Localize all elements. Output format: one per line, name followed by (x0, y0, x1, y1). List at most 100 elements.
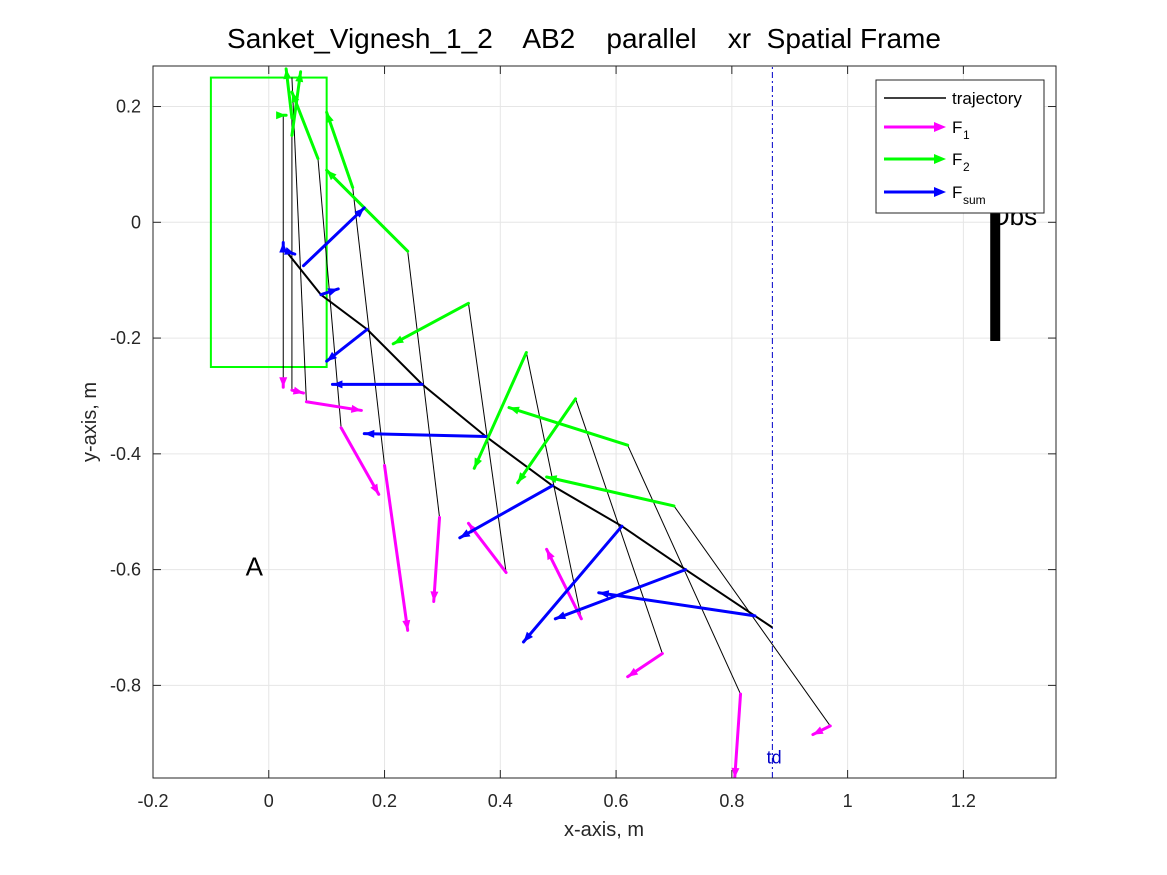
legend-item: trajectory (884, 89, 1022, 108)
legend-label: F (952, 150, 962, 169)
trajectory-line (285, 250, 773, 629)
fsum-arrow (319, 287, 340, 297)
f1-arrow-head (430, 591, 439, 602)
legend-subscript: sum (963, 193, 986, 207)
f1-arrow (339, 426, 381, 496)
legend-subscript: 2 (963, 160, 970, 174)
annotation-a: A (246, 551, 264, 581)
f1-arrow-head (546, 549, 555, 561)
f2-arrow-head (546, 475, 558, 484)
fsum-arrow (458, 484, 554, 540)
f2-arrow-head (517, 472, 527, 483)
f1-arrow-head (627, 667, 639, 677)
f1-arrow-head (279, 377, 288, 388)
y-axis-label: y-axis, m (79, 382, 101, 462)
f2-arrow-shaft (325, 168, 410, 253)
f1-arrow-head (350, 404, 362, 413)
f2-arrow (276, 111, 288, 120)
f2-arrow-shaft (545, 475, 676, 508)
f2-arrow-head (276, 111, 287, 120)
f1-arrow-shaft (432, 516, 442, 603)
fsum-arrow-head (555, 611, 567, 620)
fsum-arrow-head (459, 529, 471, 538)
f2-arrow-shaft (507, 406, 630, 447)
f1-arrow (811, 724, 832, 737)
legend-label: F (952, 183, 962, 202)
grid-lines (152, 66, 1056, 778)
f2-arrow-head (295, 71, 304, 83)
f1-arrow (290, 386, 305, 395)
legend-subscript: 1 (963, 128, 970, 142)
f2-arrow (290, 90, 320, 161)
f2-arrow (472, 351, 528, 470)
y-tick-label: -0.2 (110, 328, 141, 348)
y-tick-label: -0.4 (110, 444, 141, 464)
x-tick-label: 0.2 (372, 791, 397, 811)
f1-arrow-head (292, 386, 304, 395)
f1-arrow (626, 652, 664, 679)
fsum-arrow-shaft (302, 206, 366, 268)
f2-arrow-head (508, 406, 520, 415)
f2-arrow (283, 67, 294, 120)
thin-segment (352, 187, 386, 466)
legend-label: trajectory (952, 89, 1022, 108)
fsum-arrow (553, 568, 688, 621)
x-tick-label: -0.2 (137, 791, 168, 811)
fsum-arrow (362, 429, 488, 438)
legend-label: F (952, 118, 962, 137)
f1-arrow (279, 377, 288, 389)
f2-arrow-head (326, 170, 337, 181)
fsum-arrow-shaft (597, 591, 757, 618)
f2-arrow-head (283, 68, 292, 80)
f1-arrow (545, 547, 583, 621)
f1-arrow (731, 692, 743, 778)
plot-layer (209, 66, 1001, 778)
f2-arrow (325, 110, 355, 190)
x-tick-label: 0 (264, 791, 274, 811)
x-tick-label: 0.4 (488, 791, 513, 811)
fsum-arrow-shaft (553, 568, 688, 621)
f2-arrow-head (291, 92, 300, 103)
fsum-arrow (330, 380, 424, 389)
x-tick-label: 0.6 (604, 791, 629, 811)
f2-arrow (545, 475, 676, 508)
f2-arrow (325, 168, 410, 253)
f2-arrow-head (326, 112, 334, 124)
f1-arrow-head (812, 726, 824, 735)
fsum-arrow (325, 327, 369, 363)
f1-arrow-head (731, 767, 740, 778)
thin-segment (291, 77, 307, 402)
f2-arrow-shaft (391, 301, 470, 346)
fsum-arrow (597, 590, 757, 618)
td-annotation: td (767, 748, 782, 768)
region-box (209, 76, 328, 369)
f2-arrow-shaft (290, 90, 320, 161)
f2-arrow (391, 301, 470, 346)
fsum-arrow-head (332, 380, 343, 389)
x-tick-label: 1.2 (951, 791, 976, 811)
fsum-arrow-shaft (521, 524, 624, 644)
fsum-arrow (302, 206, 366, 268)
y-tick-label: -0.8 (110, 675, 141, 695)
f1-arrow (304, 400, 363, 413)
fsum-arrow-shaft (362, 432, 488, 438)
f1-arrow-head (402, 619, 411, 631)
fsum-arrow (284, 247, 297, 256)
x-tick-label: 1 (843, 791, 853, 811)
fsum-arrow-head (284, 247, 295, 255)
y-tick-label: 0 (131, 212, 141, 232)
f2-arrow-shaft (472, 351, 528, 470)
f2-arrow (516, 397, 578, 485)
fsum-arrow-head (327, 288, 339, 296)
f2-arrow-head (474, 457, 483, 469)
thin-segment (575, 398, 663, 654)
f1-arrow-head (370, 483, 379, 495)
x-axis-label: x-axis, m (564, 819, 644, 841)
fsum-arrow-head (364, 429, 375, 438)
f1-arrow-shaft (339, 426, 381, 496)
f2-arrow-head (393, 335, 404, 344)
